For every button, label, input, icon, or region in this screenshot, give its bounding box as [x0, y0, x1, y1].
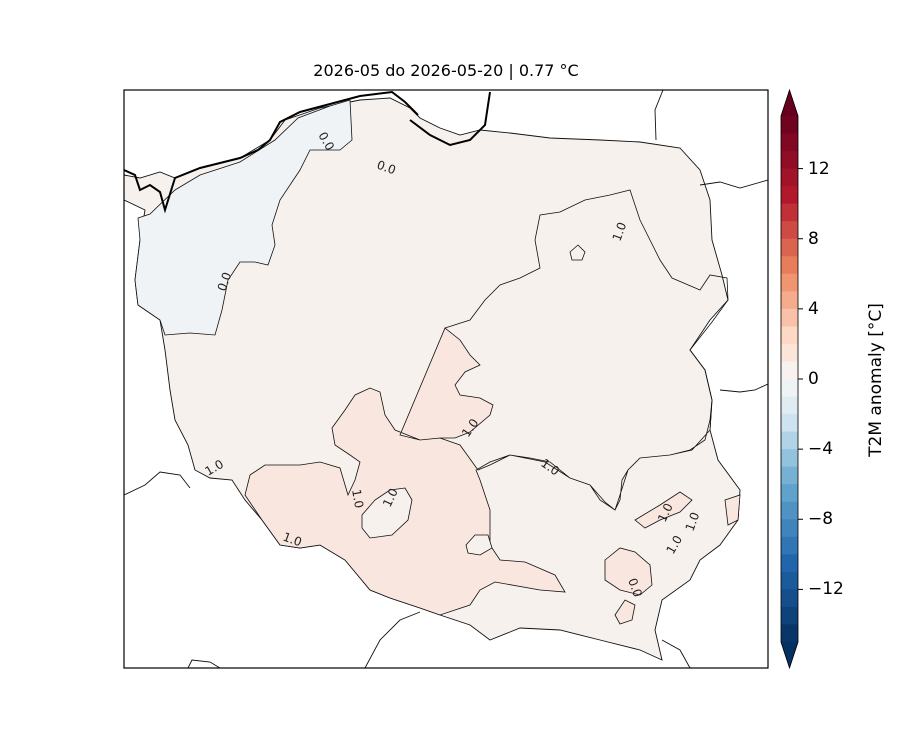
colorbar-tick-label: 0: [808, 369, 819, 389]
colorbar-segment: [781, 133, 798, 152]
contour-label: 1.0: [281, 530, 304, 550]
colorbar-segment: [781, 431, 798, 450]
colorbar-segment: [781, 151, 798, 170]
colorbar-segment: [781, 273, 798, 292]
colorbar-segment: [781, 361, 798, 380]
colorbar-segment: [781, 291, 798, 310]
colorbar-tick-label: −4: [808, 439, 834, 460]
map-area: 0.0 0.0 0.0 1.0 1.0 1.0 1.0 1.0 1.0 1.0 …: [124, 90, 768, 668]
colorbar-segment: [781, 343, 798, 362]
colorbar-segment: [781, 449, 798, 468]
contour-label: 1.0: [349, 488, 366, 509]
colorbar-segment: [781, 624, 798, 643]
colorbar-tick-label: −12: [808, 579, 844, 600]
colorbar-segment: [781, 326, 798, 345]
warm-anomaly-patch: [634, 491, 693, 529]
colorbar-max-extend: [781, 90, 798, 116]
warm-anomaly-patch: [614, 599, 636, 625]
colorbar-segment: [781, 606, 798, 625]
neutral-patch: [361, 487, 413, 539]
colorbar-segment: [781, 501, 798, 520]
neighbor-border: [124, 471, 191, 496]
colorbar-tick-label: 8: [808, 228, 819, 249]
contour-label: 1.0: [683, 510, 703, 533]
neighbor-border: [699, 179, 768, 189]
colorbar-segment: [781, 554, 798, 573]
colorbar-label: T2M anomaly [°C]: [866, 303, 886, 457]
coastline: [124, 90, 491, 214]
contour-label: 1.0: [610, 220, 630, 243]
colorbar: [780, 88, 803, 670]
neutral-patch: [465, 534, 493, 556]
contour-label: 0.0: [215, 270, 235, 293]
warm-anomaly-region-central: [244, 189, 729, 616]
warm-anomaly-patch: [604, 547, 653, 596]
colorbar-segment: [781, 396, 798, 415]
colorbar-min-extend: [781, 642, 798, 668]
neutral-patch: [569, 244, 586, 261]
colorbar-segment: [781, 414, 798, 433]
neighbor-border: [719, 383, 768, 393]
colorbar-tick-label: −8: [808, 509, 834, 530]
colorbar-segment: [781, 484, 798, 503]
colorbar-tick-label: 4: [808, 298, 819, 319]
colorbar-segment: [781, 379, 798, 398]
colorbar-segment: [781, 256, 798, 275]
colorbar-segment: [781, 519, 798, 538]
colorbar-tick-label: 12: [808, 158, 830, 179]
colorbar-segment: [781, 116, 798, 135]
colorbar-outline: [780, 88, 799, 670]
cool-anomaly-region: [134, 99, 353, 336]
colorbar-segment: [781, 536, 798, 555]
neighbor-border: [654, 90, 664, 141]
colorbar-segment: [781, 238, 798, 257]
colorbar-segment: [781, 466, 798, 485]
warm-anomaly-patch: [724, 494, 741, 526]
neighbor-border: [364, 611, 421, 668]
neighbor-border: [661, 639, 691, 668]
colorbar-segment: [781, 308, 798, 327]
colorbar-segment: [781, 571, 798, 590]
neighbor-border: [187, 659, 221, 668]
map-title: 2026-05 do 2026-05-20 | 0.77 °C: [313, 61, 579, 80]
contour-label: 0.0: [375, 158, 398, 178]
colorbar-segment: [781, 168, 798, 187]
colorbar-segment: [781, 221, 798, 240]
colorbar-segment: [781, 589, 798, 608]
contour-label: 0.0: [625, 576, 645, 599]
colorbar-segment: [781, 203, 798, 222]
colorbar-segment: [781, 186, 798, 205]
map-frame: [123, 89, 769, 669]
